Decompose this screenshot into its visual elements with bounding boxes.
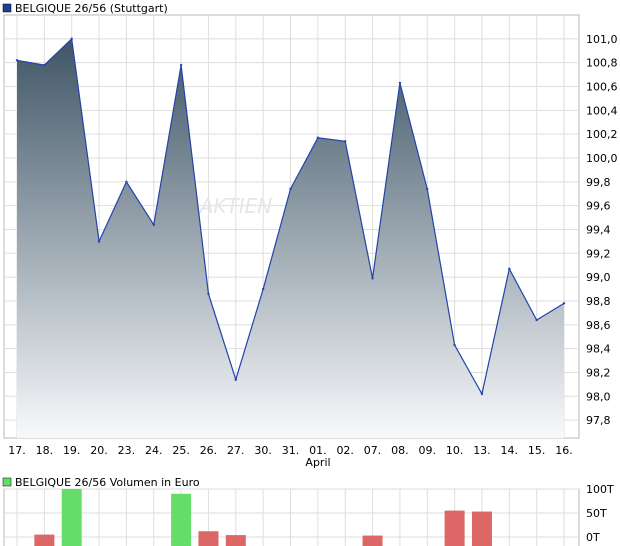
price-y-tick-label: 99,2	[586, 247, 611, 260]
price-point	[207, 292, 210, 296]
x-tick-label: 01.	[309, 444, 327, 457]
price-point	[15, 59, 19, 62]
volume-y-tick-label: 50T	[586, 507, 607, 520]
x-tick-label: 07.	[364, 444, 382, 457]
volume-y-tick-label: 0T	[586, 531, 600, 544]
price-y-tick-label: 99,6	[586, 200, 611, 213]
price-legend-swatch	[2, 3, 12, 13]
volume-bar	[171, 493, 192, 546]
price-x-axis: 17. 18. 19. 20. 23. 24. 25. 26. 27. 30. 31. 01. 02. 0…	[8, 444, 573, 457]
x-tick-label: 20.	[90, 444, 108, 457]
price-series	[15, 37, 566, 438]
price-point	[43, 63, 46, 67]
price-y-tick-label: 97,8	[586, 414, 611, 427]
x-tick-label: 19.	[63, 444, 81, 457]
volume-y-tick-label: 100T	[586, 483, 614, 496]
price-point	[535, 318, 538, 322]
price-y-tick-label: 100,6	[586, 80, 618, 93]
x-tick-label: 23.	[118, 444, 136, 457]
x-tick-label: 18.	[36, 444, 54, 457]
price-point	[152, 223, 155, 226]
volume-bar	[362, 535, 383, 546]
x-tick-label: 24.	[145, 444, 163, 457]
price-point	[371, 277, 374, 280]
price-y-axis: 101,0 100,8 100,6 100,4 100,2 100,0 99,8 99,6 99…	[586, 33, 618, 427]
x-tick-label: 13.	[473, 444, 491, 457]
price-y-tick-label: 99,8	[586, 176, 611, 189]
price-area-fill	[17, 38, 564, 438]
x-tick-label: 30.	[254, 444, 272, 457]
x-tick-label: 17.	[8, 444, 26, 457]
volume-bar	[444, 510, 465, 546]
volume-bar	[225, 535, 246, 546]
price-point	[234, 378, 237, 381]
x-tick-label: 15.	[528, 444, 546, 457]
price-point	[179, 63, 183, 67]
price-point	[289, 187, 292, 191]
x-tick-label: 14.	[501, 444, 519, 457]
price-y-tick-label: 100,2	[586, 128, 618, 141]
price-y-tick-label: 100,8	[586, 57, 618, 70]
watermark: AKTIEN	[198, 194, 273, 218]
volume-series	[34, 489, 492, 546]
x-tick-label: 31.	[282, 444, 300, 457]
price-y-tick-label: 98,2	[586, 366, 611, 379]
price-legend-label: BELGIQUE 26/56 (Stuttgart)	[15, 2, 168, 15]
x-tick-label: 25.	[172, 444, 190, 457]
x-tick-label: 09.	[419, 444, 437, 457]
price-y-tick-label: 101,0	[586, 33, 618, 46]
price-point	[453, 343, 456, 347]
price-y-tick-label: 99,4	[586, 223, 611, 236]
x-tick-label: 16.	[555, 444, 573, 457]
x-tick-label: 10.	[446, 444, 464, 457]
price-point	[97, 240, 101, 243]
volume-bar	[34, 534, 55, 546]
price-y-tick-label: 100,4	[586, 104, 618, 117]
x-tick-label: 02.	[336, 444, 354, 457]
x-month-label: April	[305, 456, 330, 469]
price-y-tick-label: 98,4	[586, 343, 611, 356]
price-point	[562, 302, 566, 305]
price-point	[344, 140, 347, 143]
price-point	[125, 180, 128, 184]
volume-bar	[198, 531, 219, 546]
volume-legend-label: BELGIQUE 26/56 Volumen in Euro	[15, 476, 200, 489]
price-point	[508, 267, 511, 270]
price-y-tick-label: 98,8	[586, 295, 611, 308]
volume-bar	[61, 489, 82, 546]
price-y-tick-label: 100,0	[586, 152, 618, 165]
price-y-tick-label: 99,0	[586, 271, 611, 284]
price-y-tick-label: 98,6	[586, 319, 611, 332]
price-point	[261, 287, 265, 291]
volume-bar	[471, 511, 492, 546]
volume-y-axis: 100T 50T 0T	[586, 483, 614, 544]
price-point	[398, 81, 402, 85]
price-point	[70, 37, 73, 41]
volume-legend-swatch	[2, 477, 12, 487]
x-tick-label: 08.	[391, 444, 409, 457]
price-point	[426, 187, 429, 191]
x-tick-label: 27.	[227, 444, 245, 457]
price-point	[316, 136, 320, 139]
price-point	[480, 392, 484, 396]
price-y-tick-label: 98,0	[586, 390, 611, 403]
x-tick-label: 26.	[200, 444, 218, 457]
